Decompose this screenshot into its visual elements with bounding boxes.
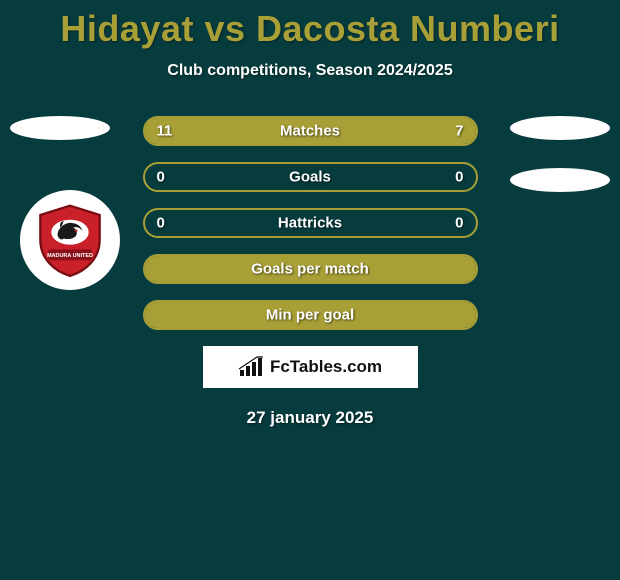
stat-label: Goals per match (251, 261, 369, 278)
page-subtitle: Club competitions, Season 2024/2025 (0, 62, 620, 80)
page-title: Hidayat vs Dacosta Numberi (0, 0, 620, 50)
player-left-club-logo: MADURA UNITED (20, 190, 120, 290)
brand-text: FcTables.com (270, 357, 382, 377)
stat-value-left: 11 (157, 123, 173, 140)
svg-text:MADURA UNITED: MADURA UNITED (47, 253, 93, 259)
stat-bar-min-per-goal: Min per goal (143, 300, 478, 330)
club-crest-icon: MADURA UNITED (31, 201, 109, 279)
stat-bar-fill-right (327, 118, 476, 144)
stat-value-right: 0 (455, 169, 463, 186)
stat-bar-matches: 11 Matches 7 (143, 116, 478, 146)
stat-value-left: 0 (157, 215, 165, 232)
stat-bars: 11 Matches 7 0 Goals 0 0 Hattricks 0 Goa… (143, 116, 478, 330)
stat-label: Min per goal (266, 307, 354, 324)
comparison-content: MADURA UNITED 11 Matches 7 0 Goals 0 0 H… (0, 116, 620, 428)
stat-bar-hattricks: 0 Hattricks 0 (143, 208, 478, 238)
stat-bar-goals-per-match: Goals per match (143, 254, 478, 284)
brand-box: FcTables.com (203, 346, 418, 388)
snapshot-date: 27 january 2025 (0, 408, 620, 428)
stat-value-right: 0 (455, 215, 463, 232)
player-right-badge-2 (510, 168, 610, 192)
bar-chart-icon (238, 356, 264, 378)
player-right-badge (510, 116, 610, 140)
stat-label: Hattricks (278, 215, 342, 232)
stat-value-left: 0 (157, 169, 165, 186)
stat-bar-goals: 0 Goals 0 (143, 162, 478, 192)
stat-label: Matches (280, 123, 340, 140)
player-left-badge (10, 116, 110, 140)
stat-label: Goals (289, 169, 331, 186)
stat-value-right: 7 (455, 123, 463, 140)
